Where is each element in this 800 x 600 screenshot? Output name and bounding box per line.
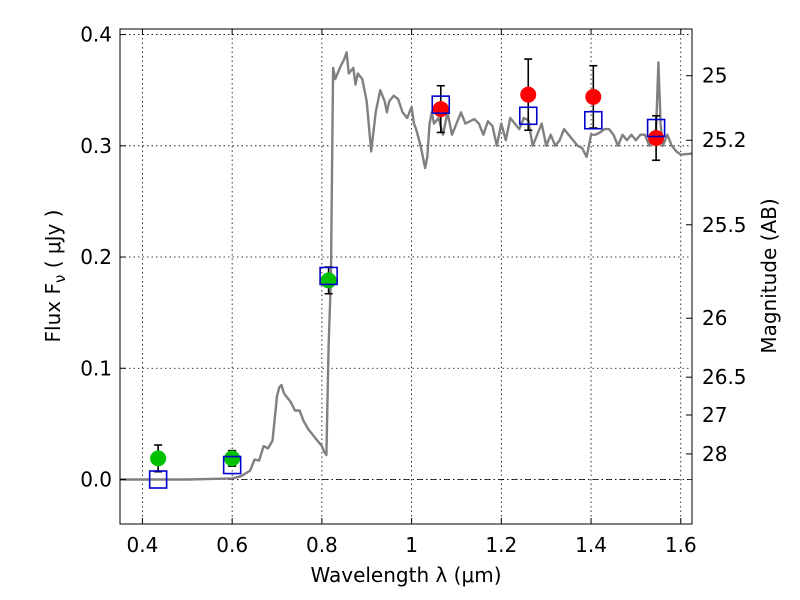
tick-labels: 0.4 0.6 0.8 1 1.2 1.4 1.6 0.0 0.1 0.2 0.3 0.4 25 25.2…: [80, 23, 746, 557]
model-square-marker: [431, 95, 451, 114]
x-axis-title: Wavelength λ (μm): [310, 563, 501, 587]
y-tick-label: 0.0: [80, 468, 112, 492]
y-axis-title-unit: ( μJy ): [41, 210, 65, 275]
right-axis-title: Magnitude (AB): [757, 198, 781, 353]
y-tick-label: 0.1: [80, 356, 112, 380]
y-axis-title-main: Flux F: [41, 283, 65, 342]
plot-frame: [119, 28, 693, 525]
x-tick-label: 1: [405, 533, 418, 557]
x-tick-label: 1.6: [665, 533, 697, 557]
x-tick-label: 1.4: [575, 533, 607, 557]
axis-ticks: [120, 29, 692, 524]
x-tick-label: 0.6: [216, 533, 248, 557]
model-square-marker: [319, 266, 338, 286]
y-axis-title-subscript: ν: [51, 275, 69, 283]
x-tick-label: 1.2: [485, 533, 517, 557]
x-tick-label: 0.8: [306, 533, 338, 557]
right-tick-label: 25.5: [702, 213, 747, 237]
green-data-point: [224, 450, 241, 467]
right-tick-label: 25: [702, 64, 727, 88]
right-tick-label: 28: [702, 442, 727, 466]
y-tick-label: 0.3: [80, 134, 112, 158]
model-square-marker: [518, 106, 538, 126]
red-data-point: [432, 101, 449, 118]
red-data-point: [585, 88, 602, 105]
photometry-points: [148, 58, 666, 489]
model-square-marker: [222, 455, 242, 475]
x-tick-label: 0.4: [127, 533, 159, 557]
model-square-marker: [148, 470, 168, 489]
model-square-marker: [646, 118, 666, 138]
right-tick-label: 25.2: [702, 128, 747, 152]
green-data-point: [150, 450, 167, 467]
model-spectrum: [120, 51, 693, 481]
y-tick-label: 0.2: [80, 245, 112, 269]
red-data-point: [520, 86, 537, 103]
red-data-point: [648, 130, 665, 147]
spectrum-line: [120, 51, 693, 481]
right-tick-label: 26.5: [702, 365, 747, 389]
grid: [120, 29, 692, 524]
model-square-marker: [584, 110, 603, 130]
y-tick-label: 0.4: [80, 23, 112, 47]
y-axis-title: Flux Fν ( μJy ): [41, 210, 69, 343]
right-tick-label: 26: [702, 306, 727, 330]
green-data-point: [320, 272, 337, 289]
right-tick-label: 27: [702, 403, 727, 427]
